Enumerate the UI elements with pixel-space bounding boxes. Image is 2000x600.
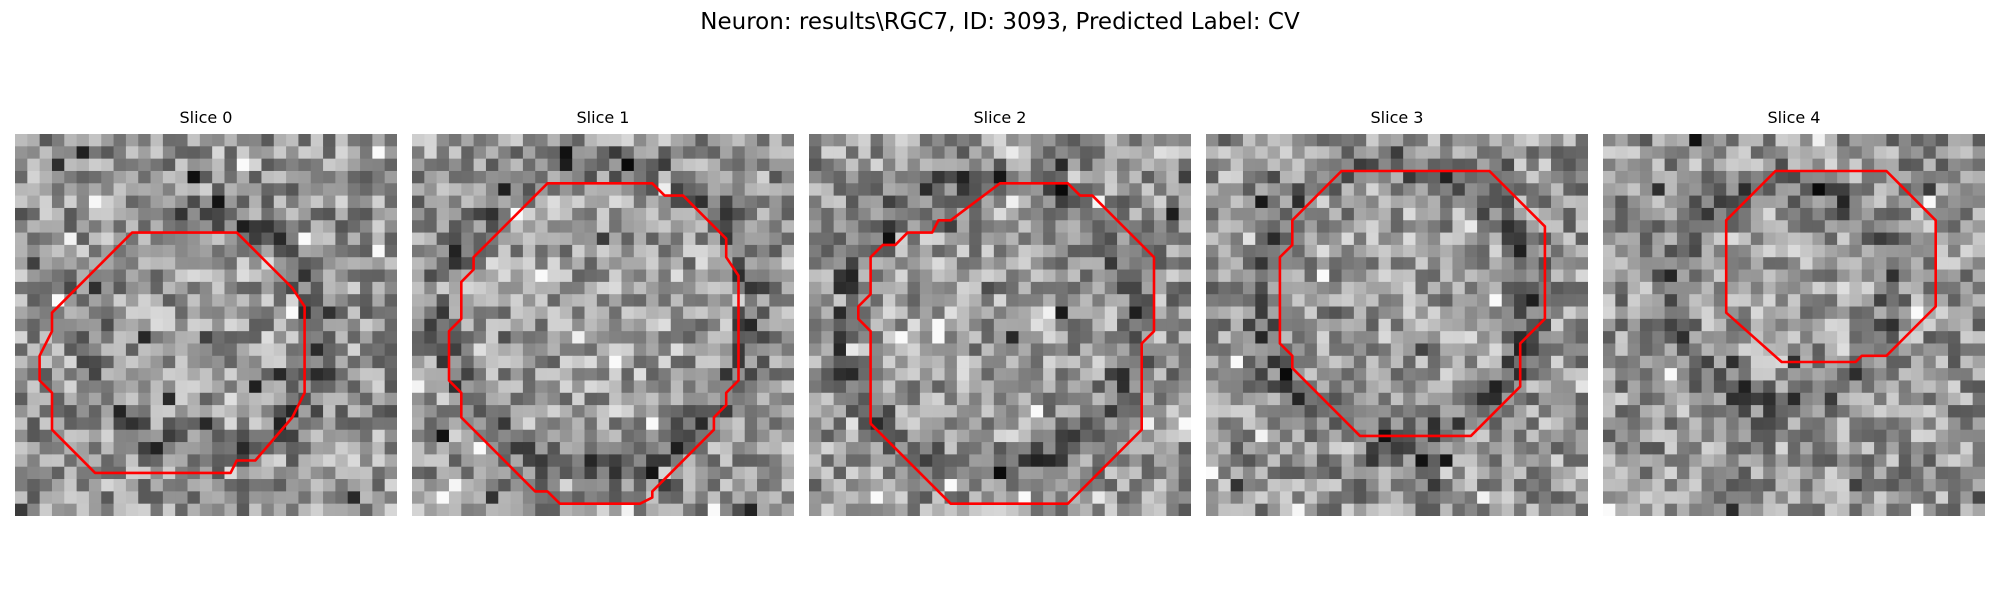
slice-image-3	[1206, 134, 1588, 516]
slice-image-1	[412, 134, 794, 516]
slice-title-2: Slice 2	[973, 108, 1027, 127]
slice-panel-4: Slice 4	[1603, 108, 1985, 516]
segmentation-contour	[1278, 169, 1547, 438]
slice-title-4: Slice 4	[1767, 108, 1821, 127]
segmentation-contour	[856, 181, 1156, 506]
figure-title: Neuron: results\RGC7, ID: 3093, Predicte…	[700, 9, 1300, 35]
slice-image-0	[15, 134, 397, 516]
slice-title-1: Slice 1	[576, 108, 630, 127]
slice-image-4	[1603, 134, 1985, 516]
slice-panel-0: Slice 0	[15, 108, 397, 516]
segmentation-contour	[1724, 169, 1938, 364]
slice-title-0: Slice 0	[179, 108, 233, 127]
segmentation-contour	[447, 181, 740, 506]
slice-panel-3: Slice 3	[1206, 108, 1588, 516]
slice-title-3: Slice 3	[1370, 108, 1424, 127]
slice-image-2	[809, 134, 1191, 516]
segmentation-contour	[38, 231, 306, 475]
slice-panel-1: Slice 1	[412, 108, 794, 516]
slice-panel-2: Slice 2	[809, 108, 1191, 516]
